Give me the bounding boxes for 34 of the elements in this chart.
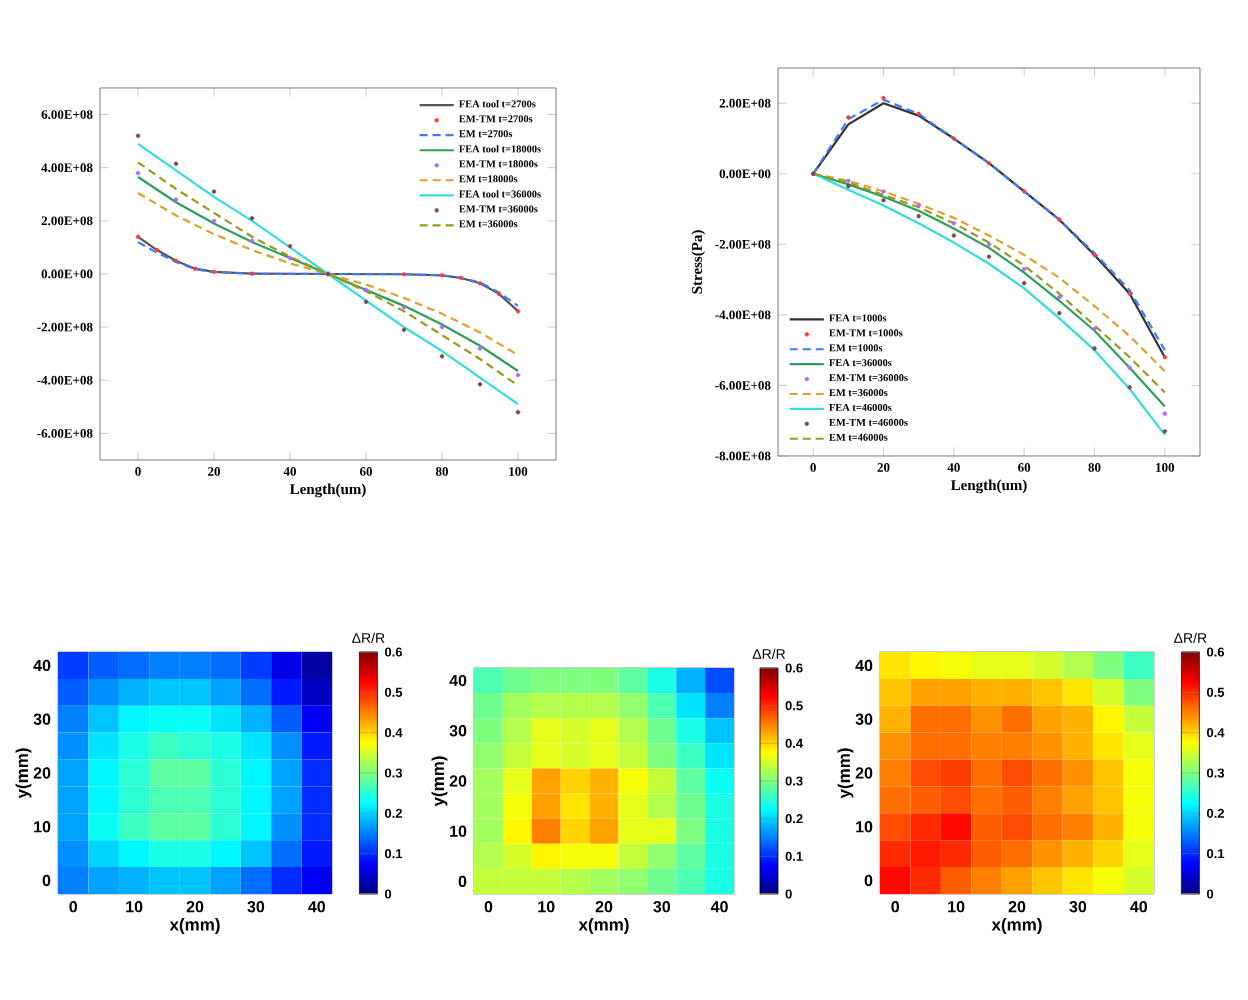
y-tick-label: 30 [855, 713, 873, 725]
y-tick-label: 20 [33, 767, 51, 779]
y-tick-label: 20 [855, 767, 873, 779]
x-tick-label: 40 [308, 901, 326, 913]
y-axis-title: y(mm) [431, 756, 448, 807]
x-tick-label: 10 [538, 901, 555, 913]
x-tick-label: 30 [653, 901, 671, 913]
y-tick-label: 0 [42, 874, 51, 887]
x-tick-label: 20 [1008, 901, 1026, 913]
x-tick-label: 10 [126, 901, 143, 913]
x-tick-label: 30 [247, 901, 265, 913]
y-tick-label: 0 [458, 875, 467, 888]
y-tick-label: 0 [864, 874, 873, 887]
x-tick-label: 40 [1130, 901, 1148, 913]
x-tick-label: 10 [948, 901, 965, 913]
x-tick-label: 30 [1069, 901, 1087, 913]
x-tick-label: 0 [891, 901, 900, 913]
y-tick-label: 30 [33, 713, 51, 725]
y-tick-label: 10 [34, 821, 51, 833]
x-tick-label: 20 [186, 901, 204, 913]
y-tick-label: 40 [449, 674, 467, 687]
y-axis-title: y(mm) [837, 748, 854, 799]
x-axis-title: x(mm) [578, 918, 629, 934]
x-tick-label: 0 [484, 901, 493, 913]
y-axis-title: y(mm) [15, 748, 32, 799]
x-tick-label: 20 [595, 901, 613, 913]
y-tick-label: 40 [33, 659, 51, 672]
y-tick-label: 10 [450, 825, 467, 837]
y-tick-label: 20 [449, 775, 467, 787]
y-tick-label: 40 [855, 659, 873, 672]
x-axis-title: x(mm) [169, 918, 220, 934]
y-tick-label: 30 [449, 725, 467, 737]
y-tick-label: 10 [856, 821, 873, 833]
x-axis-title: x(mm) [991, 918, 1042, 934]
